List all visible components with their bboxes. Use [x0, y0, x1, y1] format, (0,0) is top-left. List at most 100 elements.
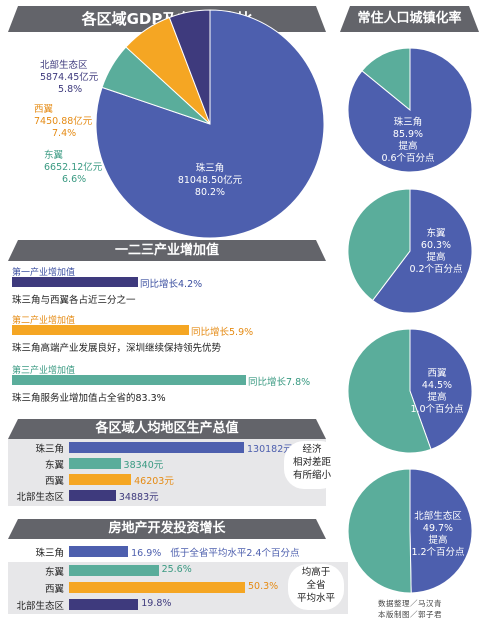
percapita-value-1: 38340元: [123, 460, 164, 471]
urban-title-bar: 常住人口城镇化率: [340, 6, 479, 32]
percapita-bar-3: [69, 490, 116, 501]
urban-label-0: 珠三角 85.9% 提高 0.6个百分点: [370, 117, 446, 165]
realestate-note: 均高于 全省 平均水平: [288, 564, 344, 610]
realestate-value-0-extra: 低于全省平均水平2.4个百分点: [170, 548, 300, 559]
gdp-label-east: 东翼 6652.12亿元 6.6%: [44, 150, 124, 186]
urban-0-rate: 85.9%: [392, 129, 424, 140]
industry-tertiary-growth: 同比增长7.8%: [248, 377, 311, 388]
urban-label-2: 西翼 44.5% 提高 1.0个百分点: [405, 368, 469, 416]
credit-line-2: 本版制图／郭子君: [378, 610, 442, 619]
gdp-label-prd: 珠三角 81048.50亿元 80.2%: [165, 163, 255, 199]
gdp-prd-value: 81048.50亿元: [177, 175, 243, 186]
industry-primary-growth: 同比增长4.2%: [140, 279, 203, 290]
urban-pie-3-rest-slice: [347, 468, 412, 594]
gdp-east-value: 6652.12亿元: [44, 162, 103, 173]
urban-2-rate: 44.5%: [421, 380, 453, 391]
gdp-north-pct: 5.8%: [58, 84, 83, 95]
urban-3-name: 北部生态区: [414, 511, 462, 522]
realestate-value-1: 25.6%: [161, 564, 192, 575]
gdp-east-name: 东翼: [44, 150, 64, 161]
realestate-label-0: 珠三角: [35, 548, 64, 559]
industry-tertiary-name: 第三产业增加值: [12, 366, 76, 376]
gdp-north-value: 5874.45亿元: [40, 72, 99, 83]
percapita-note-line-1: 相对差距: [292, 457, 331, 468]
gdp-west-name: 西翼: [34, 104, 54, 115]
urban-3-up: 提高: [428, 535, 448, 546]
urban-0-up-value: 0.6个百分点: [381, 153, 435, 164]
urban-3-rate: 49.7%: [422, 523, 454, 534]
urban-2-name: 西翼: [427, 368, 447, 379]
gdp-label-west: 西翼 7450.88亿元 7.4%: [34, 104, 114, 140]
urban-1-up: 提高: [426, 252, 446, 263]
percapita-note-line-2: 有所缩小: [292, 470, 331, 481]
gdp-west-pct: 7.4%: [52, 128, 77, 139]
percapita-label-2: 西翼: [44, 476, 64, 487]
urban-pie-0-rest-slice: [361, 47, 411, 112]
realestate-note-line-1: 全省: [306, 580, 326, 591]
industry-secondary-note: 珠三角高端产业发展良好，深圳继续保持领先优势: [12, 343, 222, 354]
gdp-slice-0: [95, 9, 325, 239]
industry-title-bar: 一二三产业增加值: [8, 240, 326, 261]
realestate-bar-1: [69, 565, 159, 576]
realestate-value-0: 16.9% 低于全省平均水平2.4个百分点: [131, 545, 299, 559]
realestate-label-1: 东翼: [44, 567, 64, 578]
percapita-label-3: 北部生态区: [16, 492, 64, 503]
percapita-value-3: 34883元: [118, 492, 159, 503]
percapita-title-bar: 各区域人均地区生产总值: [8, 419, 326, 439]
urban-pie-2-rest-slice: [347, 328, 432, 454]
realestate-value-3: 19.8%: [141, 598, 172, 609]
percapita-bar-1: [69, 458, 121, 469]
urban-3-up-value: 1.2个百分点: [411, 547, 465, 558]
urban-title: 常住人口城镇化率: [357, 11, 462, 26]
urban-pie-2-rate-slice: [409, 328, 473, 450]
realestate-label-3: 北部生态区: [16, 601, 64, 612]
industry-primary-bar: [12, 277, 138, 287]
industry-primary-note: 珠三角与西翼各占近三分之一: [12, 295, 136, 306]
percapita-label-0: 珠三角: [35, 444, 64, 455]
realestate-bar-0: [69, 546, 129, 557]
percapita-bar-0: [69, 442, 244, 453]
realestate-bar-2: [69, 582, 245, 593]
percapita-value-2: 46203元: [134, 476, 174, 487]
urban-pie-1-rate-slice: [371, 188, 473, 314]
urban-1-name: 东翼: [426, 228, 446, 239]
realestate-bar-3: [69, 599, 139, 610]
gdp-prd-pct: 80.2%: [194, 187, 226, 198]
urban-0-up: 提高: [398, 141, 418, 152]
percapita-label-1: 东翼: [44, 460, 64, 471]
gdp-slice-1: [168, 9, 211, 125]
realestate-title-bar: 房地产开发投资增长: [8, 519, 326, 539]
urban-label-1: 东翼 60.3% 提高 0.2个百分点: [404, 228, 468, 276]
realestate-note-line-0: 均高于: [301, 567, 331, 578]
urban-label-3: 北部生态区 49.7% 提高 1.2个百分点: [404, 511, 472, 559]
percapita-note: 经济 相对差距 有所缩小: [284, 441, 340, 489]
industry-tertiary-bar: [12, 375, 246, 385]
gdp-north-name: 北部生态区: [40, 60, 88, 71]
urban-2-up-value: 1.0个百分点: [410, 404, 464, 415]
percapita-title: 各区域人均地区生产总值: [95, 421, 239, 436]
urban-2-up: 提高: [427, 392, 447, 403]
percapita-value-0: 130182元: [247, 444, 293, 455]
industry-secondary-growth: 同比增长5.9%: [191, 327, 254, 338]
urban-1-rate: 60.3%: [420, 240, 452, 251]
industry-primary-name: 第一产业增加值: [12, 268, 76, 278]
realestate-label-2: 西翼: [44, 584, 64, 595]
urban-1-up-value: 0.2个百分点: [409, 264, 463, 275]
realestate-value-2: 50.3%: [248, 581, 279, 592]
realestate-title: 房地产开发投资增长: [108, 521, 226, 536]
urban-pie-1-rest-slice: [347, 188, 411, 302]
industry-title: 一二三产业增加值: [114, 243, 219, 258]
gdp-prd-name: 珠三角: [195, 163, 225, 174]
industry-tertiary-note: 珠三角服务业增加值占全省的83.3%: [12, 393, 166, 404]
industry-secondary-bar: [12, 325, 189, 335]
gdp-east-pct: 6.6%: [62, 174, 87, 185]
realestate-value-0-pct: 16.9%: [131, 548, 162, 559]
industry-secondary-name: 第二产业增加值: [12, 316, 76, 326]
percapita-bar-2: [69, 474, 132, 485]
gdp-label-north: 北部生态区 5874.45亿元 5.8%: [40, 60, 120, 96]
percapita-note-line-0: 经济: [302, 444, 322, 455]
gdp-west-value: 7450.88亿元: [34, 116, 93, 127]
realestate-note-line-2: 平均水平: [296, 593, 335, 604]
urban-0-name: 珠三角: [393, 117, 423, 128]
